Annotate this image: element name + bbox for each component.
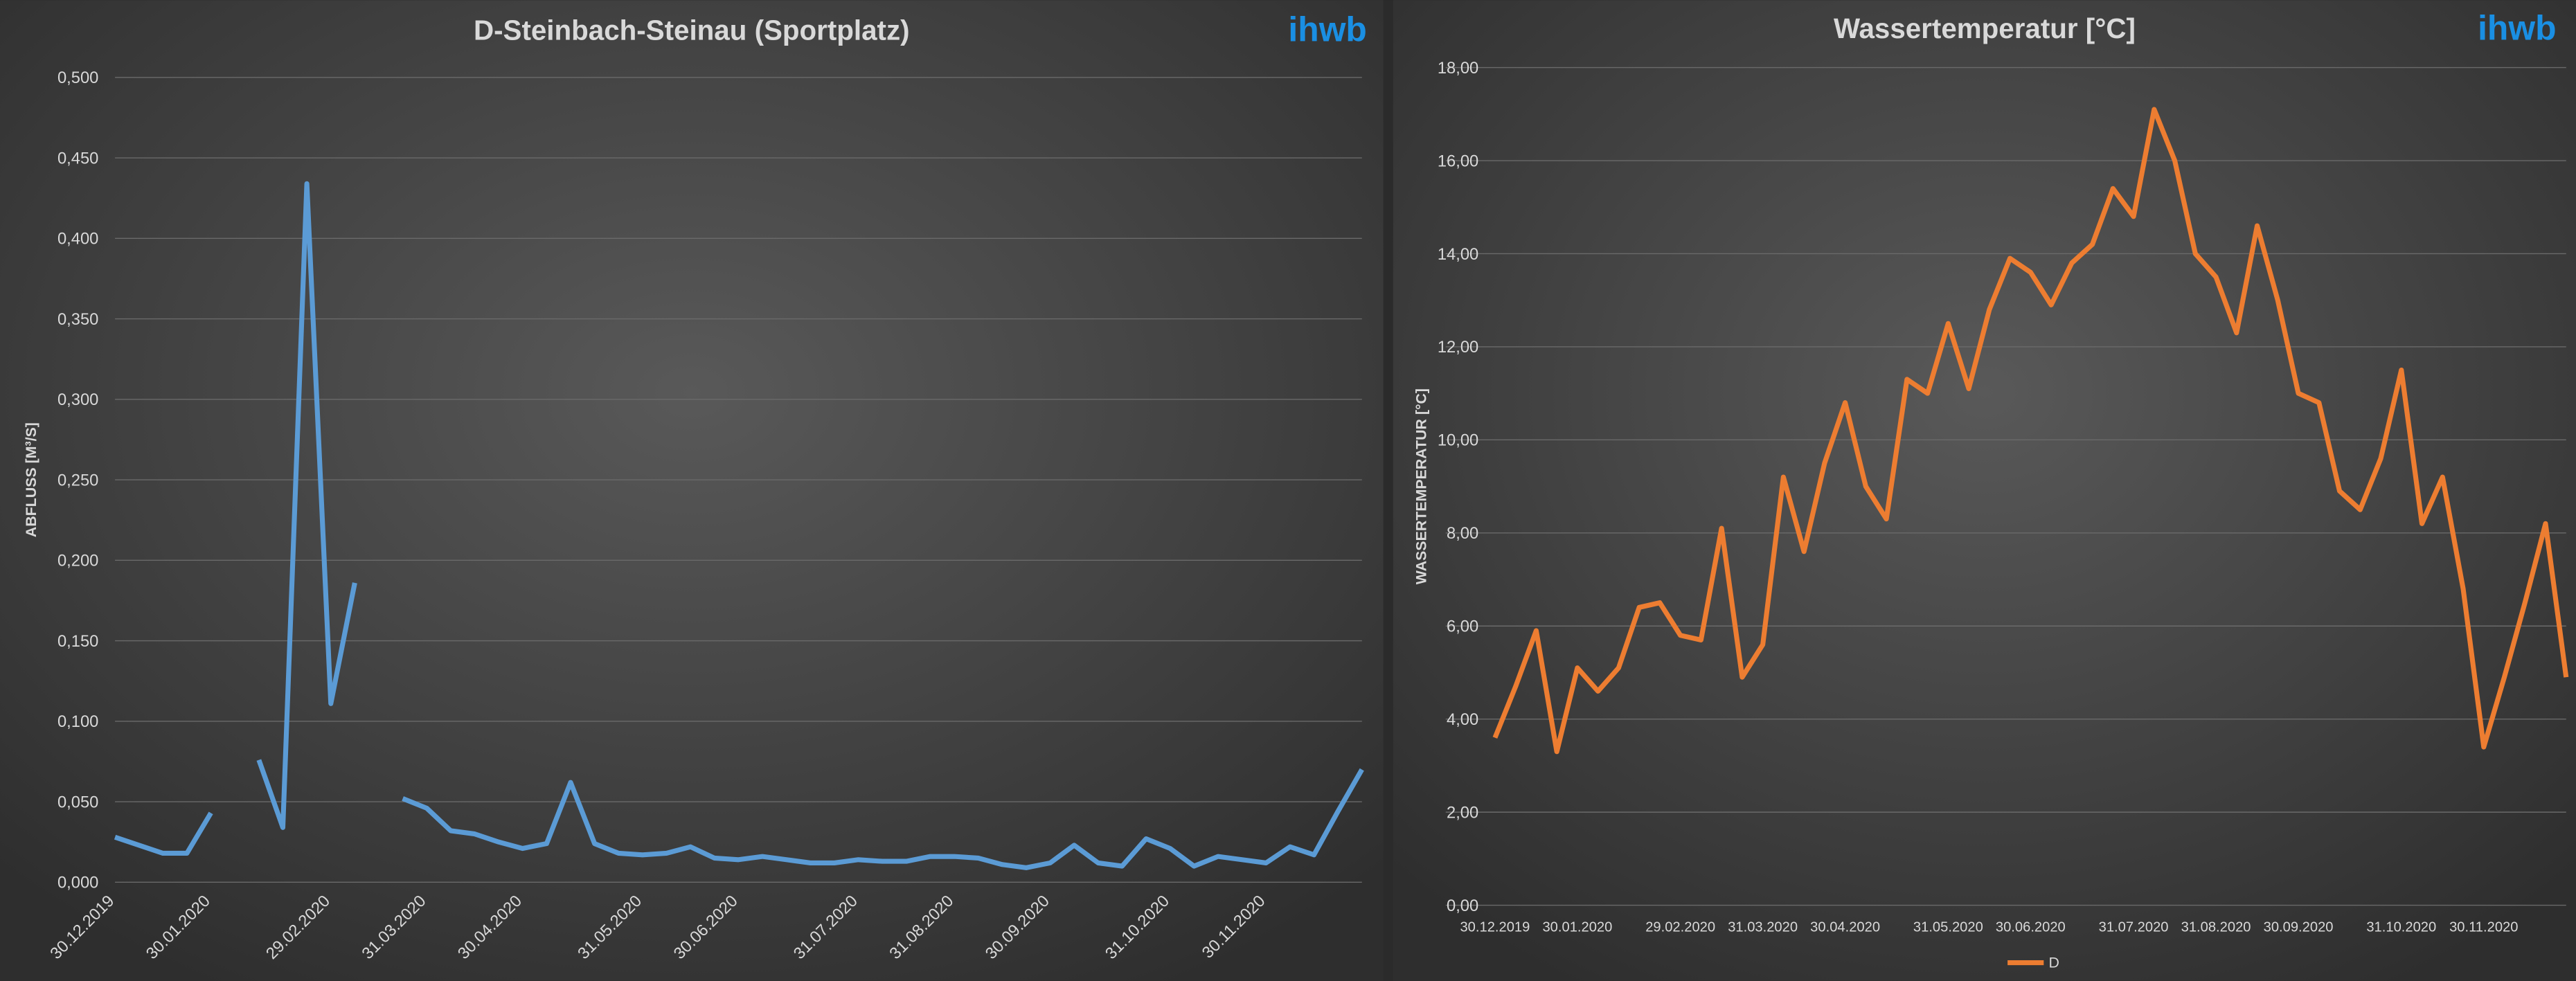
y-tick-label: 16,00: [1438, 152, 1478, 170]
data-line: [1492, 107, 2569, 755]
y-axis-label: WASSERTEMPERATUR [°C]: [1413, 388, 1429, 584]
y-tick-label: 0,000: [57, 874, 98, 892]
data-line: [114, 181, 1364, 870]
x-tick-label: 30.11.2020: [2449, 920, 2518, 935]
y-tick-label: 0,450: [57, 150, 98, 168]
logo: ihwb: [2478, 8, 2556, 47]
y-tick-label: 0,300: [57, 391, 98, 409]
y-tick-label: 12,00: [1438, 339, 1478, 357]
x-tick-label: 30.09.2020: [2264, 920, 2334, 935]
y-tick-label: 0,100: [57, 713, 98, 731]
x-tick-label: 31.10.2020: [2366, 920, 2436, 935]
y-tick-label: 6,00: [1447, 618, 1478, 636]
y-tick-label: 0,050: [57, 793, 98, 811]
logo: ihwb: [1288, 10, 1366, 49]
y-tick-label: 4,00: [1447, 711, 1478, 729]
y-tick-label: 0,400: [57, 231, 98, 249]
y-tick-label: 14,00: [1438, 246, 1478, 264]
x-tick-label: 31.03.2020: [1728, 920, 1798, 935]
x-tick-label: 29.02.2020: [1645, 920, 1715, 935]
y-tick-label: 0,500: [57, 69, 98, 87]
y-tick-label: 8,00: [1447, 525, 1478, 543]
y-tick-label: 10,00: [1438, 432, 1478, 450]
chart-title: Wassertemperatur [°C]: [1834, 12, 2136, 44]
x-tick-label: 30.12.2019: [1460, 920, 1530, 935]
x-tick-label: 31.05.2020: [1913, 920, 1983, 935]
x-tick-label: 31.07.2020: [2099, 920, 2169, 935]
x-tick-label: 30.06.2020: [1996, 920, 2066, 935]
x-tick-label: 30.04.2020: [1810, 920, 1880, 935]
y-tick-label: 0,350: [57, 311, 98, 329]
panel: [0, 0, 1384, 981]
x-tick-label: 31.08.2020: [2181, 920, 2251, 935]
y-tick-label: 0,200: [57, 552, 98, 570]
chart-title: D-Steinbach-Steinau (Sportplatz): [474, 14, 910, 46]
y-tick-label: 0,150: [57, 633, 98, 651]
y-axis-label: ABFLUSS [M³/S]: [23, 422, 39, 537]
y-tick-label: 2,00: [1447, 804, 1478, 822]
y-tick-label: 18,00: [1438, 60, 1478, 78]
panel: [1393, 0, 2576, 981]
y-tick-label: 0,250: [57, 471, 98, 489]
legend-label: D: [2048, 955, 2059, 971]
y-tick-label: 0,00: [1447, 897, 1478, 915]
x-tick-label: 30.01.2020: [1542, 920, 1612, 935]
